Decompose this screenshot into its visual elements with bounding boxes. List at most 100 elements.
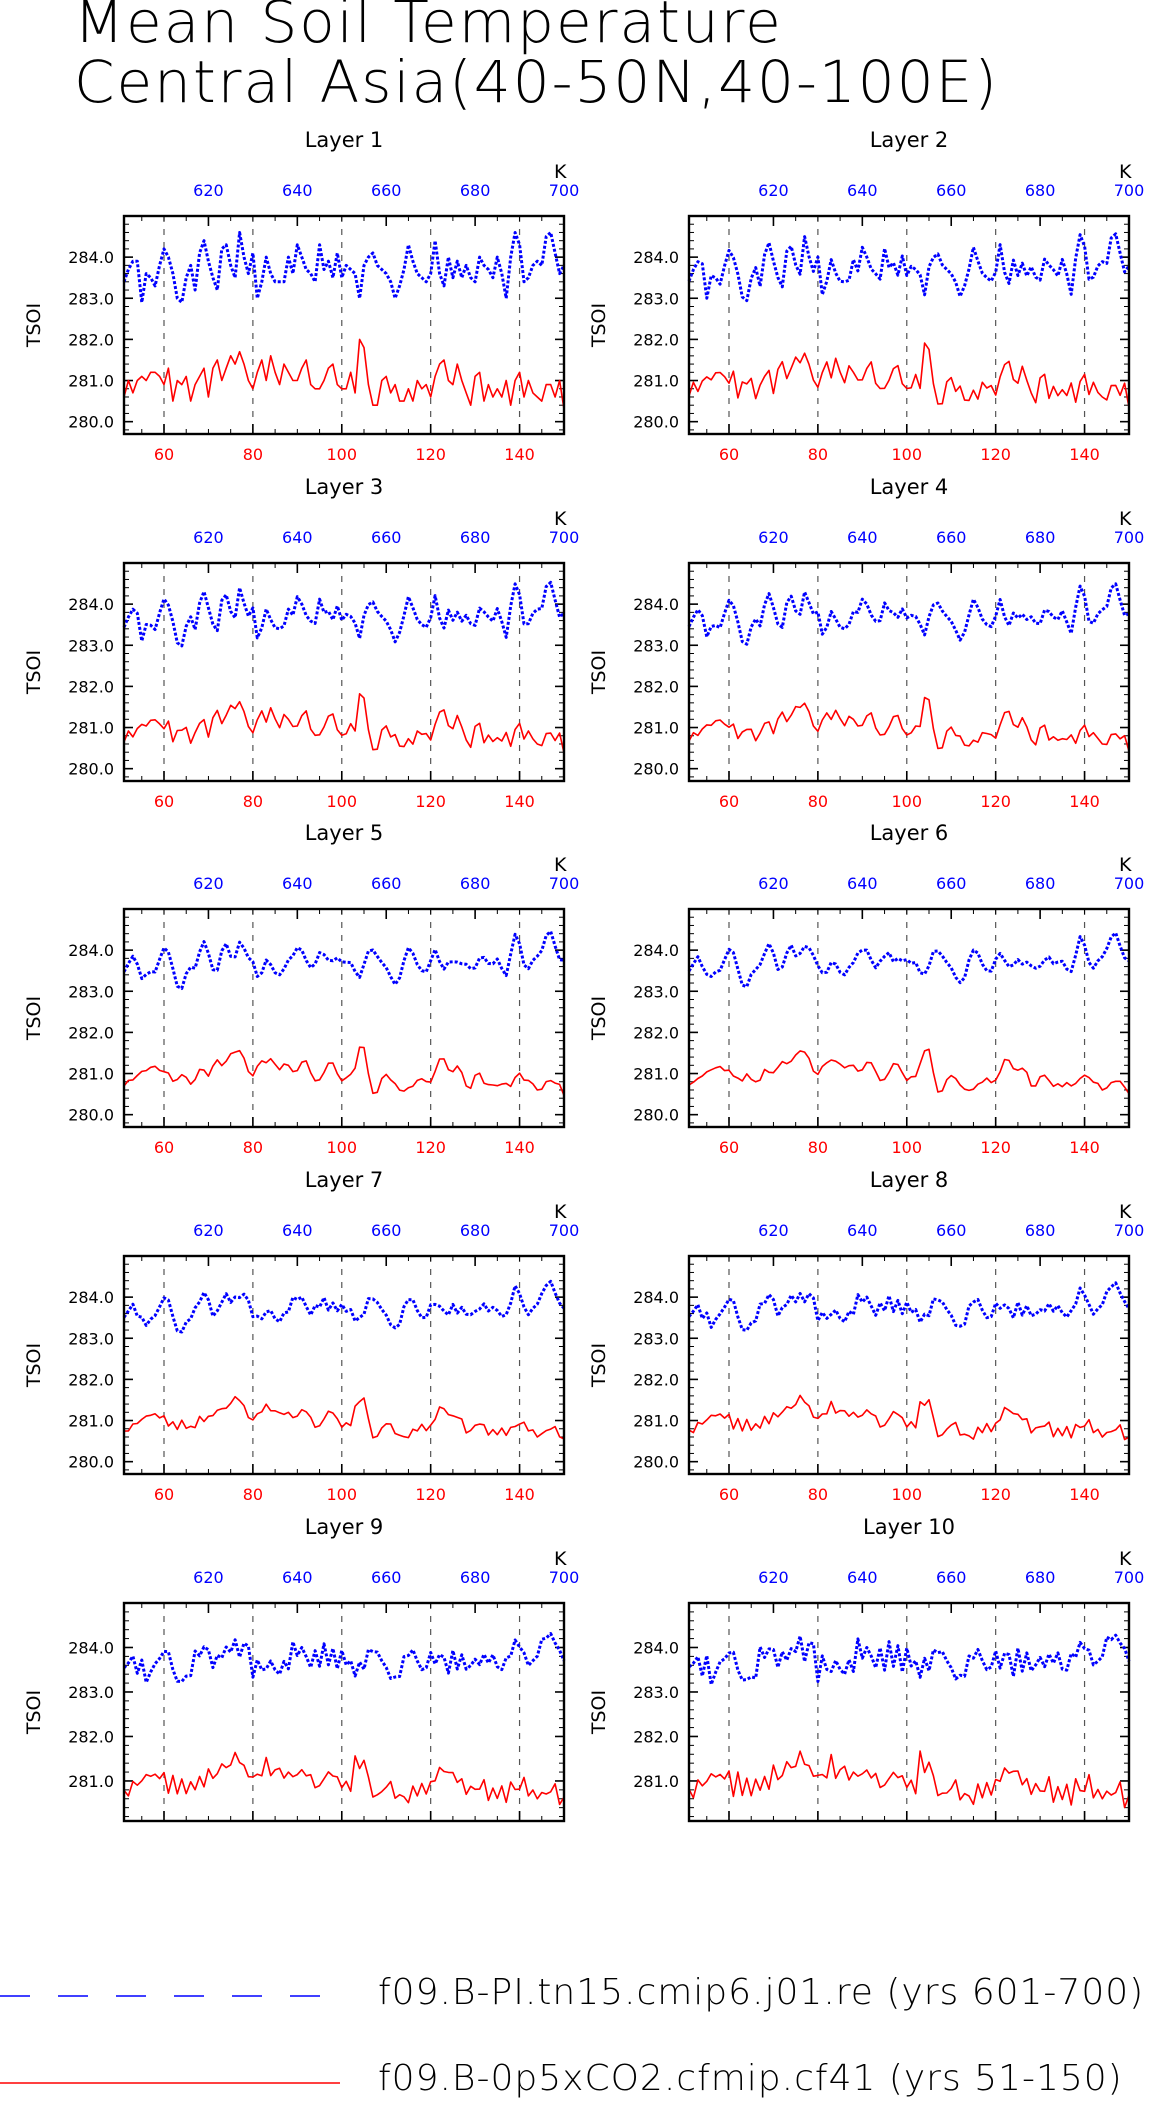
x-tick-label-top: 700: [549, 874, 580, 893]
x-tick-label-top: 640: [282, 1221, 313, 1240]
x-tick-label-top: 680: [1025, 528, 1056, 547]
x-tick-label-top: 640: [282, 1568, 313, 1587]
x-tick-label-bottom: 100: [327, 792, 358, 811]
x-tick-label-top: 660: [936, 874, 967, 893]
plot-frame: [122, 214, 566, 436]
series-line-control: [122, 1632, 566, 1684]
x-tick-label-bottom: 80: [808, 1485, 828, 1504]
panel-title-layer-8: Layer 8: [870, 1168, 949, 1192]
x-tick-label-bottom: 60: [719, 1138, 739, 1157]
series-line-experiment: [688, 1048, 1130, 1095]
x-tick-label-top: 640: [282, 181, 313, 200]
x-tick-label-top: 660: [936, 181, 967, 200]
x-tick-label-bottom: 120: [415, 792, 446, 811]
x-tick-label-bottom: 100: [327, 1138, 358, 1157]
x-tick-label-top: 640: [282, 874, 313, 893]
y-tick-label: 284.0: [633, 1638, 679, 1657]
panel-title-layer-6: Layer 6: [870, 821, 949, 845]
top-axis-unit-label: K: [554, 508, 567, 530]
top-axis-unit-label: K: [554, 854, 567, 876]
x-tick-label-top: 680: [1025, 1568, 1056, 1587]
x-tick-label-top: 680: [460, 1221, 491, 1240]
y-tick-label: 283.0: [633, 289, 679, 308]
y-tick-label: 284.0: [68, 1288, 114, 1307]
x-tick-label-bottom: 60: [154, 1485, 174, 1504]
y-axis-label: TSOI: [23, 996, 45, 1041]
x-tick-label-top: 620: [193, 874, 224, 893]
series-line-experiment: [123, 338, 565, 410]
y-tick-label: 283.0: [633, 636, 679, 655]
y-tick-label: 281.0: [633, 1065, 679, 1084]
plot-frame: [687, 214, 1131, 436]
y-tick-label: 280.0: [68, 1453, 114, 1472]
y-tick-label: 282.0: [633, 1370, 679, 1389]
x-tick-label-bottom: 120: [980, 1138, 1011, 1157]
y-tick-label: 282.0: [633, 1023, 679, 1042]
plot-frame: [122, 1254, 566, 1476]
panel-layer-1: Layer 1 TSOI 280.0 281.0 282.0 283.0 284.0 60 80…: [23, 128, 579, 464]
y-tick-label: 283.0: [633, 982, 679, 1001]
panel-title-layer-9: Layer 9: [305, 1515, 384, 1539]
x-tick-label-top: 700: [1114, 528, 1145, 547]
panel-layer-3: Layer 3 TSOI 280.0 281.0 282.0 283.0 284.0 60 80…: [23, 475, 579, 811]
y-tick-label: 284.0: [633, 941, 679, 960]
y-tick-label: 284.0: [633, 595, 679, 614]
series-line-experiment: [688, 1394, 1130, 1441]
y-tick-label: 284.0: [68, 1638, 114, 1657]
y-tick-label: 282.0: [68, 1727, 114, 1746]
panel-layer-4: Layer 4 TSOI 280.0 281.0 282.0 283.0 284.0 60 80…: [588, 475, 1144, 811]
y-tick-label: 281.0: [633, 719, 679, 738]
x-tick-label-bottom: 140: [1069, 1485, 1100, 1504]
y-tick-label: 280.0: [633, 1106, 679, 1125]
panel-layer-2: Layer 2 TSOI 280.0 281.0 282.0 283.0 284.0 60 80…: [588, 128, 1144, 464]
top-axis-unit-label: K: [554, 1548, 567, 1570]
x-tick-label-bottom: 120: [980, 445, 1011, 464]
series-line-experiment: [688, 696, 1130, 752]
x-tick-label-top: 680: [460, 181, 491, 200]
x-tick-label-bottom: 60: [154, 1138, 174, 1157]
panel-title-layer-2: Layer 2: [870, 128, 949, 152]
x-tick-label-top: 620: [193, 1568, 224, 1587]
x-tick-label-bottom: 60: [154, 445, 174, 464]
panel-title-layer-10: Layer 10: [863, 1515, 955, 1539]
x-tick-label-bottom: 80: [808, 445, 828, 464]
series-line-experiment: [688, 1750, 1130, 1809]
series-line-control: [122, 231, 566, 304]
y-axis-label: TSOI: [588, 996, 610, 1041]
plot-frame: [687, 561, 1131, 783]
x-tick-label-bottom: 120: [415, 1138, 446, 1157]
panel-title-layer-4: Layer 4: [870, 475, 949, 499]
x-tick-label-bottom: 60: [719, 792, 739, 811]
x-tick-label-bottom: 80: [243, 792, 263, 811]
y-tick-label: 281.0: [68, 1412, 114, 1431]
y-tick-label: 282.0: [68, 1023, 114, 1042]
y-tick-label: 284.0: [68, 941, 114, 960]
top-axis-unit-label: K: [1119, 1548, 1132, 1570]
legend-swatches: [0, 1995, 340, 2084]
panel-title-layer-7: Layer 7: [305, 1168, 384, 1192]
x-tick-label-top: 660: [371, 1568, 402, 1587]
panel-layer-8: Layer 8 TSOI 280.0 281.0 282.0 283.0 284.0 60 80…: [588, 1168, 1144, 1504]
panel-title-layer-3: Layer 3: [305, 475, 384, 499]
series-line-experiment: [688, 342, 1130, 408]
x-tick-label-top: 640: [282, 528, 313, 547]
series-line-experiment: [123, 1046, 565, 1096]
x-tick-label-top: 620: [758, 874, 789, 893]
y-axis-label: TSOI: [588, 303, 610, 348]
x-tick-label-bottom: 100: [892, 1485, 923, 1504]
panel-title-layer-5: Layer 5: [305, 821, 384, 845]
series-line-experiment: [123, 1395, 565, 1440]
x-tick-label-bottom: 140: [504, 445, 535, 464]
x-tick-label-bottom: 100: [892, 445, 923, 464]
y-tick-label: 283.0: [68, 1683, 114, 1702]
x-tick-label-top: 700: [1114, 181, 1145, 200]
x-tick-label-top: 680: [460, 528, 491, 547]
top-axis-unit-label: K: [1119, 161, 1132, 183]
x-tick-label-top: 680: [460, 1568, 491, 1587]
panel-layer-6: Layer 6 TSOI 280.0 281.0 282.0 283.0 284.0 60 80…: [588, 821, 1144, 1157]
plot-frame: [122, 1601, 566, 1823]
legend-label-experiment: f09.B-0p5xCO2.cfmip.cf41 (yrs 51-150): [378, 2058, 1123, 2099]
chart-title-line-2: Central Asia(40-50N,40-100E): [74, 48, 999, 116]
x-tick-label-top: 660: [371, 874, 402, 893]
y-tick-label: 284.0: [633, 248, 679, 267]
